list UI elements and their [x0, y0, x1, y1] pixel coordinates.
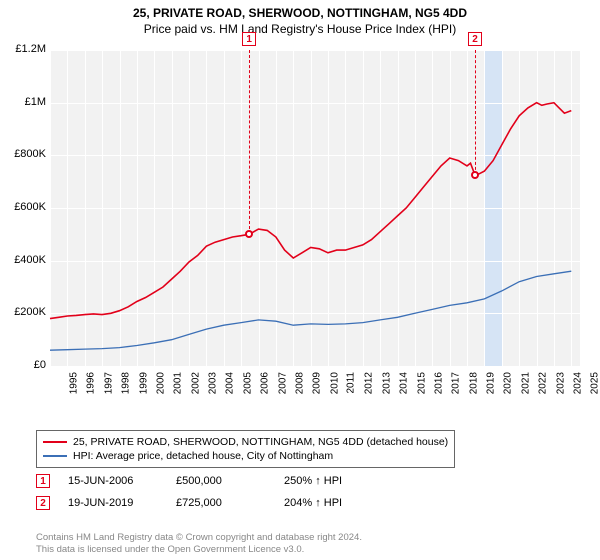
sale-price: £725,000	[176, 497, 266, 509]
sale-row-badge: 2	[36, 496, 50, 510]
sale-marker-badge: 1	[242, 32, 256, 46]
sale-delta: 204% ↑ HPI	[284, 497, 374, 509]
legend-row: HPI: Average price, detached house, City…	[43, 449, 448, 463]
sale-marker-line	[249, 50, 250, 234]
chart-plot-area: £0£200K£400K£600K£800K£1M£1.2M1995199619…	[0, 42, 600, 412]
legend-label: HPI: Average price, detached house, City…	[73, 450, 333, 462]
sale-marker-badge: 2	[468, 32, 482, 46]
sale-price: £500,000	[176, 475, 266, 487]
series-price_paid	[50, 103, 571, 319]
legend-row: 25, PRIVATE ROAD, SHERWOOD, NOTTINGHAM, …	[43, 435, 448, 449]
chart-subtitle: Price paid vs. HM Land Registry's House …	[0, 20, 600, 36]
sale-marker-point	[471, 171, 479, 179]
chart-container: { "title": "25, PRIVATE ROAD, SHERWOOD, …	[0, 0, 600, 560]
sale-marker-line	[475, 50, 476, 175]
sale-row: 2 19-JUN-2019 £725,000 204% ↑ HPI	[36, 496, 374, 510]
series-svg	[0, 42, 600, 412]
sale-row-badge: 1	[36, 474, 50, 488]
sale-marker-point	[245, 230, 253, 238]
footer-attribution: Contains HM Land Registry data © Crown c…	[36, 532, 362, 556]
footer-line-1: Contains HM Land Registry data © Crown c…	[36, 532, 362, 544]
sale-row: 1 15-JUN-2006 £500,000 250% ↑ HPI	[36, 474, 374, 488]
legend-label: 25, PRIVATE ROAD, SHERWOOD, NOTTINGHAM, …	[73, 436, 448, 448]
sale-date: 15-JUN-2006	[68, 475, 158, 487]
series-hpi	[50, 271, 571, 350]
legend-swatch	[43, 441, 67, 443]
legend-swatch	[43, 455, 67, 457]
legend: 25, PRIVATE ROAD, SHERWOOD, NOTTINGHAM, …	[36, 430, 455, 468]
footer-line-2: This data is licensed under the Open Gov…	[36, 544, 362, 556]
chart-title: 25, PRIVATE ROAD, SHERWOOD, NOTTINGHAM, …	[0, 0, 600, 20]
sale-delta: 250% ↑ HPI	[284, 475, 374, 487]
sale-date: 19-JUN-2019	[68, 497, 158, 509]
